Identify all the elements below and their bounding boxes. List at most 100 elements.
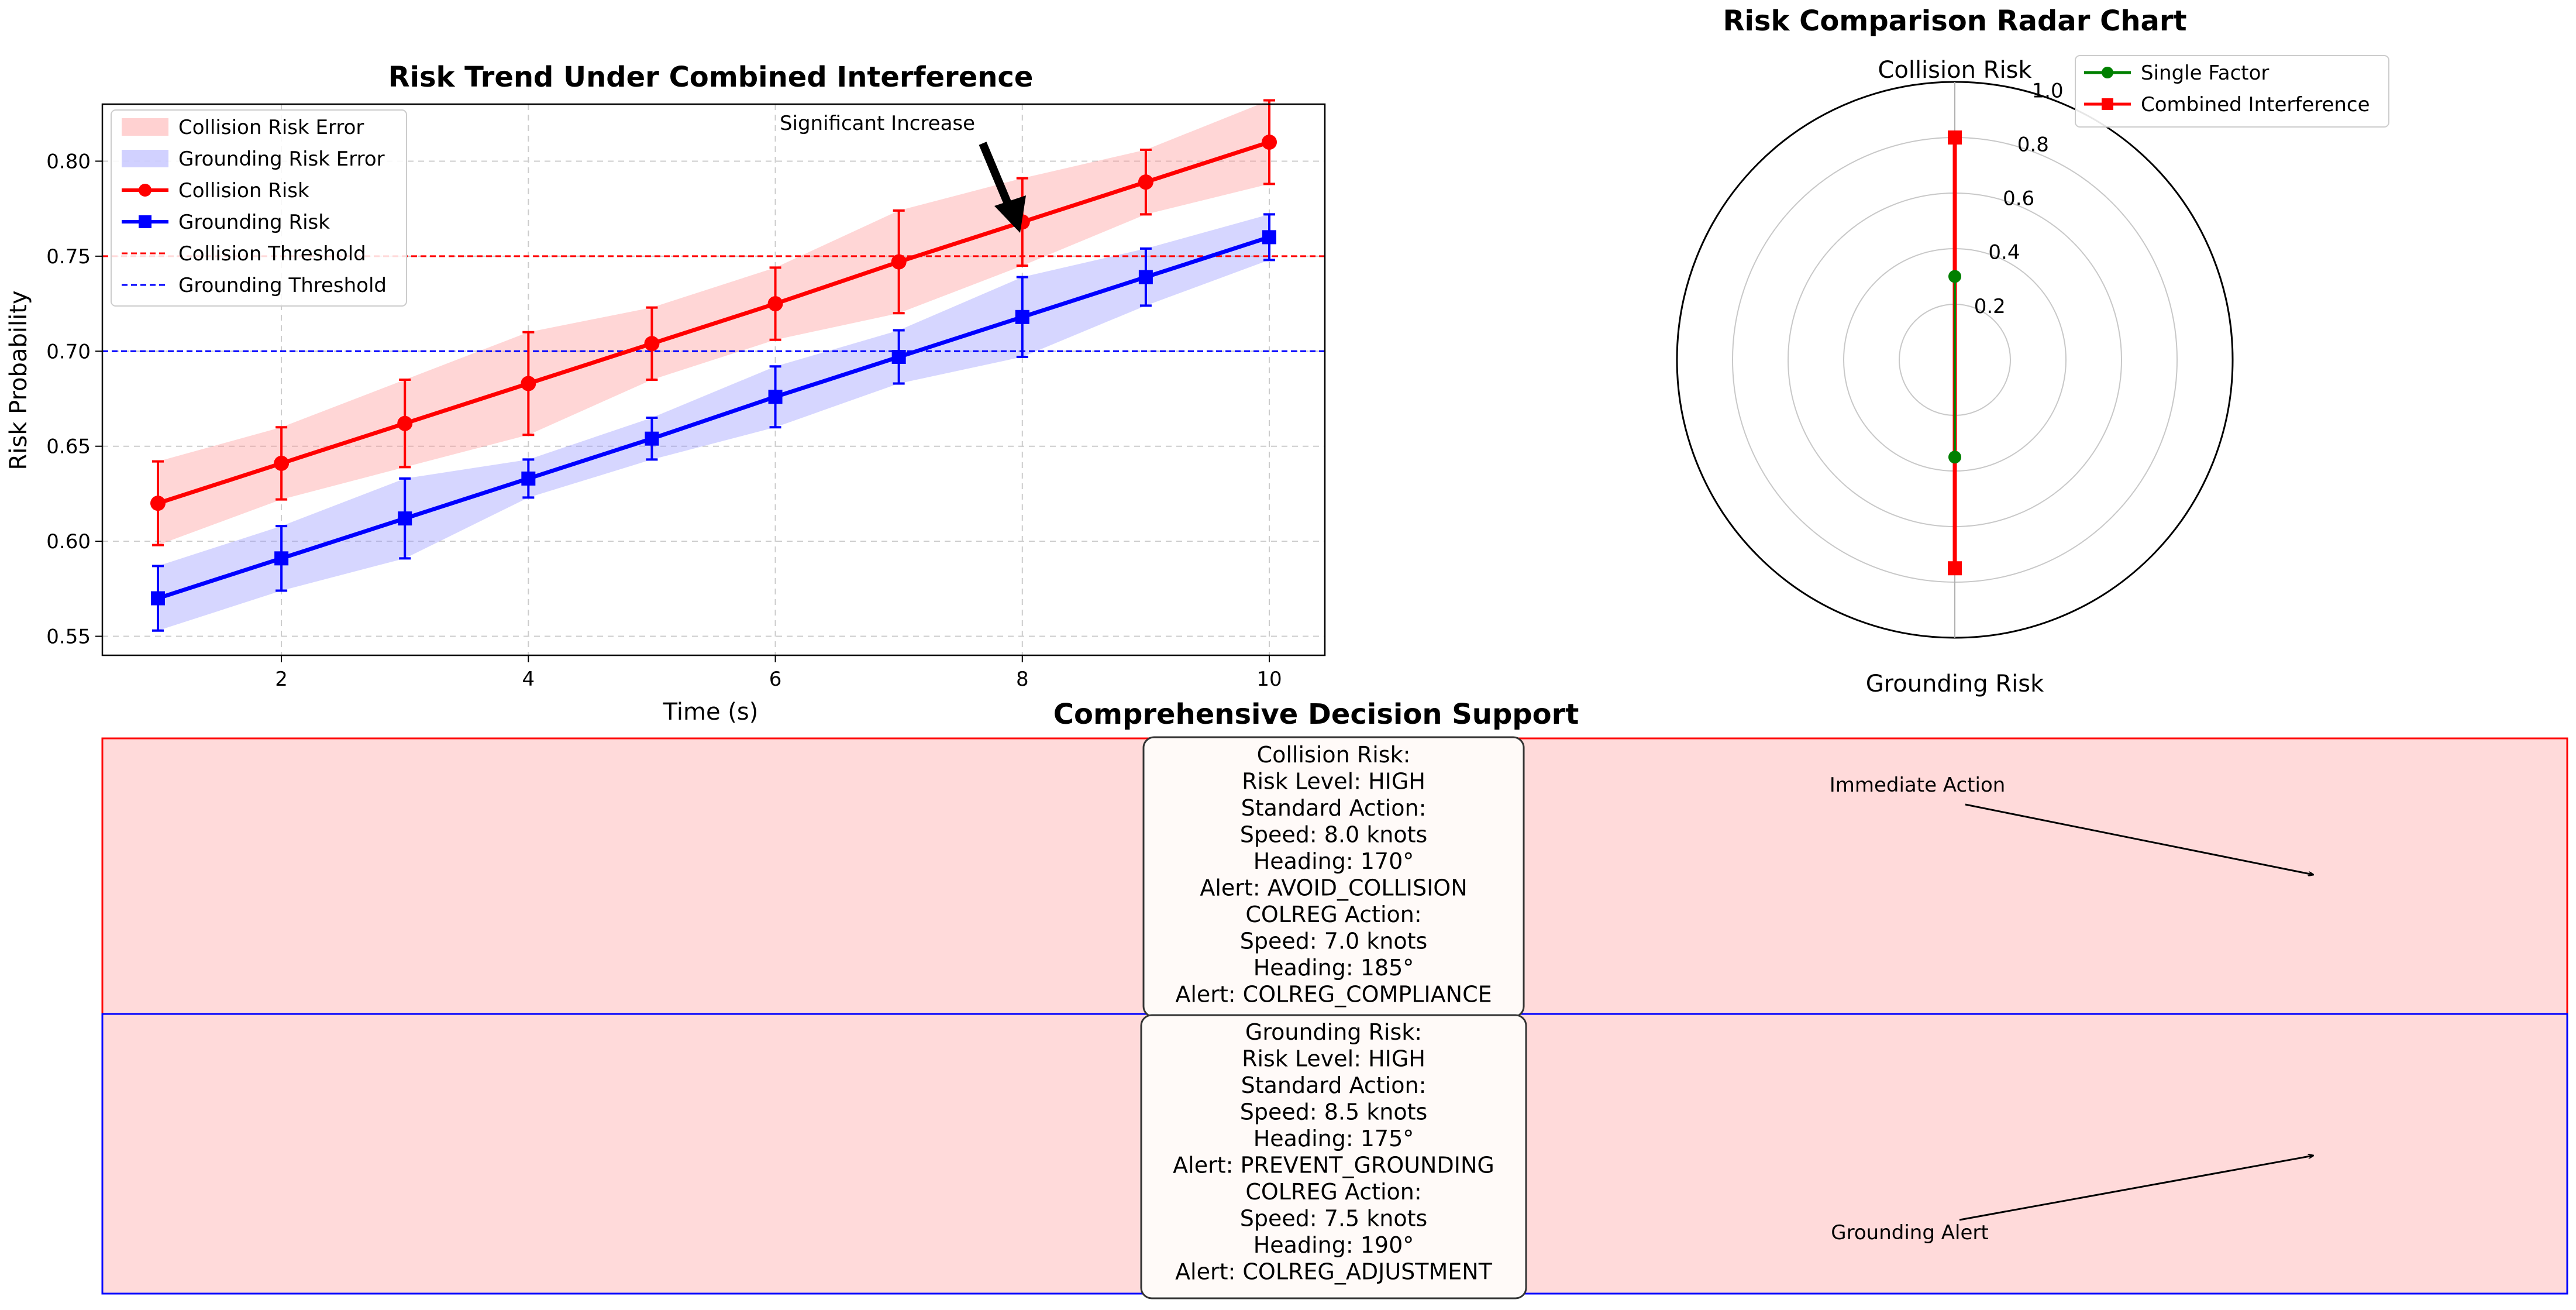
- y-tick-label: 0.60: [46, 530, 91, 553]
- x-tick-label: 8: [1016, 668, 1029, 691]
- legend-label-grounding-error: Grounding Risk Error: [178, 147, 385, 171]
- line-legend-frame: [111, 109, 407, 307]
- collision-data-point: [1262, 134, 1277, 150]
- x-tick-label: 10: [1256, 668, 1282, 691]
- y-tick-label: 0.65: [46, 435, 91, 459]
- immediate-action-arrow: [1965, 803, 2313, 875]
- radar-r-tick-label: 0.8: [2017, 133, 2049, 156]
- radar-legend-marker-single: [2102, 67, 2113, 78]
- decision-line: Alert: COLREG_COMPLIANCE: [1175, 982, 1492, 1008]
- annotation-arrow-head: [994, 195, 1026, 233]
- collision-data-point: [397, 415, 413, 431]
- radar-r-tick-label: 0.4: [1988, 241, 2020, 264]
- grounding-data-point: [521, 471, 536, 486]
- decision-line: Grounding Risk:: [1245, 1019, 1422, 1045]
- line-chart-frame: [101, 103, 1326, 656]
- decision-line: COLREG Action:: [1245, 1179, 1421, 1205]
- decision-line: Alert: COLREG_ADJUSTMENT: [1175, 1259, 1493, 1285]
- decision-support-panel: Comprehensive Decision Support Collision…: [101, 698, 2568, 1299]
- decision-line: Alert: PREVENT_GROUNDING: [1173, 1153, 1494, 1178]
- combined-interference-radar-point: [1948, 561, 1962, 576]
- radar-r-labels: 0.2 0.4 0.6 0.8 1.0: [1974, 79, 2064, 318]
- annotation-arrow-shaft: [979, 142, 1014, 209]
- decision-line: Heading: 170°: [1253, 848, 1414, 874]
- decision-line: Risk Level: HIGH: [1242, 1046, 1425, 1072]
- decision-line: Speed: 8.0 knots: [1240, 822, 1428, 848]
- line-chart-series: [150, 99, 1277, 632]
- radar-legend-marker-combined: [2102, 98, 2113, 110]
- collision-data-point: [891, 254, 907, 270]
- legend-swatch-grounding-error: [122, 150, 168, 167]
- legend-marker-collision: [139, 184, 151, 197]
- y-tick-label: 0.75: [46, 245, 91, 269]
- grounding-decision-text: Grounding Risk:Risk Level: HIGHStandard …: [1173, 1019, 1494, 1285]
- grounding-alert-label: Grounding Alert: [1831, 1221, 1988, 1244]
- radar-legend-label-combined: Combined Interference: [2141, 93, 2370, 116]
- collision-data-point: [767, 296, 783, 312]
- single-factor-radar-point: [1948, 451, 1961, 464]
- grounding-data-point: [768, 390, 783, 404]
- collision-data-point: [274, 455, 290, 471]
- grounding-risk-line: [157, 235, 1270, 600]
- collision-data-point: [1138, 174, 1153, 190]
- decision-support-title: Comprehensive Decision Support: [1053, 698, 1579, 731]
- y-tick-label: 0.55: [46, 625, 91, 649]
- decision-line: COLREG Action:: [1245, 902, 1421, 927]
- grounding-data-point: [1138, 270, 1153, 284]
- grounding-data-point: [1262, 230, 1276, 245]
- legend-label-collision: Collision Risk: [178, 179, 309, 202]
- line-chart-title: Risk Trend Under Combined Interference: [388, 61, 1034, 94]
- grounding-data-point: [151, 591, 165, 606]
- x-tick-label: 2: [275, 668, 288, 691]
- immediate-action-label: Immediate Action: [1830, 773, 2006, 797]
- legend-label-grounding: Grounding Risk: [178, 211, 330, 234]
- y-tick-label: 0.70: [46, 340, 91, 363]
- decision-line: Heading: 190°: [1253, 1232, 1414, 1258]
- collision-risk-line: [157, 140, 1270, 506]
- y-tick-label: 0.80: [46, 150, 91, 173]
- x-tick-label: 6: [769, 668, 782, 691]
- radar-legend-label-single: Single Factor: [2141, 61, 2269, 85]
- line-chart-legend: Collision Risk Error Grounding Risk Erro…: [111, 109, 407, 307]
- radar-series: [1948, 130, 1962, 576]
- grounding-data-point: [645, 431, 659, 446]
- line-chart-ticks: 2 4 6 8 10 0.55 0.60 0.65 0.70 0.75 0.80: [46, 150, 1282, 691]
- legend-label-grounding-threshold: Grounding Threshold: [178, 274, 387, 297]
- grounding-decision-box: [1140, 1014, 1527, 1299]
- grounding-data-point: [274, 551, 289, 566]
- decision-line: Speed: 7.0 knots: [1240, 929, 1428, 954]
- significant-increase-annotation: Significant Increase: [780, 112, 1026, 233]
- decision-line: Risk Level: HIGH: [1242, 769, 1425, 795]
- legend-swatch-collision-error: [122, 118, 168, 136]
- radar-legend-frame: [2075, 55, 2389, 128]
- radar-chart: Risk Comparison Radar Chart 0.2 0.4 0.6 0.8…: [1676, 5, 2389, 697]
- collision-data-point: [521, 376, 536, 391]
- decision-line: Speed: 8.5 knots: [1240, 1099, 1428, 1125]
- radar-r-tick-label: 0.2: [1974, 295, 2006, 318]
- grounding-data-point: [1015, 310, 1029, 324]
- radar-r-tick-label: 1.0: [2032, 79, 2064, 102]
- x-tick-label: 4: [522, 668, 535, 691]
- radar-legend: Single Factor Combined Interference: [2075, 55, 2389, 128]
- radar-r-tick-label: 0.6: [2003, 187, 2034, 211]
- decision-line: Heading: 185°: [1253, 955, 1414, 981]
- collision-data-point: [644, 336, 660, 352]
- decision-line: Collision Risk:: [1257, 742, 1411, 768]
- legend-marker-grounding: [139, 215, 151, 228]
- radar-chart-title: Risk Comparison Radar Chart: [1723, 5, 2186, 37]
- annotation-significant-increase: Significant Increase: [780, 112, 975, 135]
- grounding-data-point: [398, 511, 412, 526]
- line-chart-thresholds: [102, 255, 1325, 352]
- legend-label-collision-threshold: Collision Threshold: [178, 242, 366, 266]
- decision-line: Alert: AVOID_COLLISION: [1200, 875, 1467, 901]
- combined-interference-radar-point: [1948, 130, 1962, 145]
- legend-label-collision-error: Collision Risk Error: [178, 116, 364, 139]
- grounding-error-band: [158, 214, 1269, 631]
- decision-line: Heading: 175°: [1253, 1126, 1414, 1151]
- radar-axis-label-collision: Collision Risk: [1878, 57, 2032, 84]
- decision-line: Standard Action:: [1241, 795, 1427, 821]
- collision-data-point: [150, 496, 166, 511]
- decision-line: Standard Action:: [1241, 1072, 1427, 1098]
- line-chart-ylabel: Risk Probability: [5, 290, 32, 470]
